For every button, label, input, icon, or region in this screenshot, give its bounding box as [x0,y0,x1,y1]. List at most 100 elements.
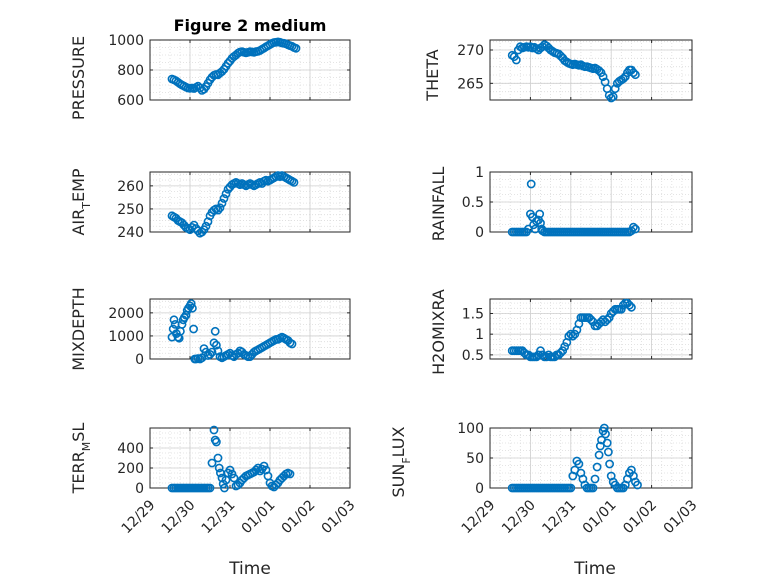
data-point [289,177,299,187]
data-point [570,329,580,339]
ylabel-theta: THETA [423,49,442,101]
ytick-label: 0.5 [462,348,484,364]
data-point [195,83,205,93]
data-point [205,349,215,359]
data-point [558,346,568,356]
data-point [291,43,301,53]
ytick-label: 260 [117,179,144,195]
data-point [631,70,640,80]
data-point [550,352,559,362]
data-point [221,189,231,199]
data-point [169,315,179,325]
data-point [214,463,224,473]
data-point [627,302,636,312]
axes-frame [489,39,693,101]
data-point [594,66,604,76]
ylabel-pressure: PRESSURE [69,36,88,120]
data-point [590,474,600,484]
data-point [566,483,576,493]
xtick-label: 12/31 [539,497,579,537]
data-point [193,226,203,236]
data-point [209,338,219,348]
data-point [608,92,618,102]
ytick-label: 600 [117,93,144,109]
ytick-label: 270 [457,43,484,59]
data-point [602,438,612,448]
ytick-label: 265 [457,76,484,92]
data-point [594,450,604,460]
series-markers [507,423,642,493]
minor-grid [149,427,351,489]
ytick-label: 50 [466,451,484,467]
series-markers [167,171,299,238]
ytick-label: 100 [457,421,484,437]
data-point [629,222,638,232]
xtick-label: 01/01 [580,497,620,537]
ytick-label: 800 [117,63,144,79]
series-markers [167,37,301,95]
ytick-label: 0 [135,352,144,368]
ylabel-mixdepth: MIXDEPTH [69,287,88,370]
figure-title: Figure 2 medium [174,16,327,35]
data-point [595,441,605,451]
axes-frame [149,427,351,489]
data-point [219,194,229,203]
axes-pressure: 600 800 1000 [108,33,351,109]
data-point [189,324,198,334]
data-point [211,437,221,447]
data-point [598,72,608,82]
xlabel-right: Time [573,559,616,579]
data-point [207,458,217,468]
data-point [219,483,229,493]
ytick-label: 2000 [108,306,144,322]
data-point [601,429,610,439]
data-point [586,315,596,325]
ytick-label: 1000 [108,329,144,345]
xlabel-left: Time [228,559,271,579]
xtick-label: 01/03 [661,497,701,537]
series-markers [507,40,640,103]
data-point [287,339,297,349]
data-point [602,315,612,325]
axes-mixdepth: 0 1000 2000 [108,298,351,368]
xtick-label: 12/31 [199,497,239,537]
ylabel-h2omixra: H2OMIXRA [429,289,448,375]
series-markers [507,298,636,362]
data-point [560,342,570,351]
series-markers [167,425,295,493]
data-point [197,227,207,237]
axes-frame [149,171,351,233]
ytick-label: 0 [475,481,484,497]
ytick-label: 400 [117,441,144,457]
data-point [631,224,640,234]
ytick-label: 0.5 [462,195,484,211]
ytick-label: 1 [475,165,484,181]
data-point [599,423,609,433]
data-point [588,483,598,493]
ytick-label: 250 [117,202,144,218]
data-point [605,459,614,469]
data-point [205,483,215,493]
data-point [535,209,545,219]
data-point [536,218,545,228]
data-point [511,55,521,65]
ytick-label: 1000 [108,33,144,49]
ytick-label: 1.5 [462,306,484,322]
ylabel-sunflux: SUNFLUX [389,426,413,497]
axes-h2omixra: 0.5 1 1.5 [462,298,693,364]
series-markers [167,299,297,364]
data-point [610,84,620,94]
axes-terr-msl: 0 200 400 12/29 12/30 12/31 01/01 01/02 01/03 [117,425,358,537]
axes-sunflux: 0 50 100 12/29 12/30 12/31 01/01 01/02 01/03 [457,421,700,537]
axes-frame [489,298,693,360]
data-point [568,331,578,341]
data-point [604,447,613,457]
data-point [201,221,211,231]
data-point [233,348,243,358]
data-point [574,459,584,469]
data-point [285,469,295,479]
series-markers [507,179,640,237]
ytick-label: 0 [135,481,144,497]
data-point [229,473,239,483]
